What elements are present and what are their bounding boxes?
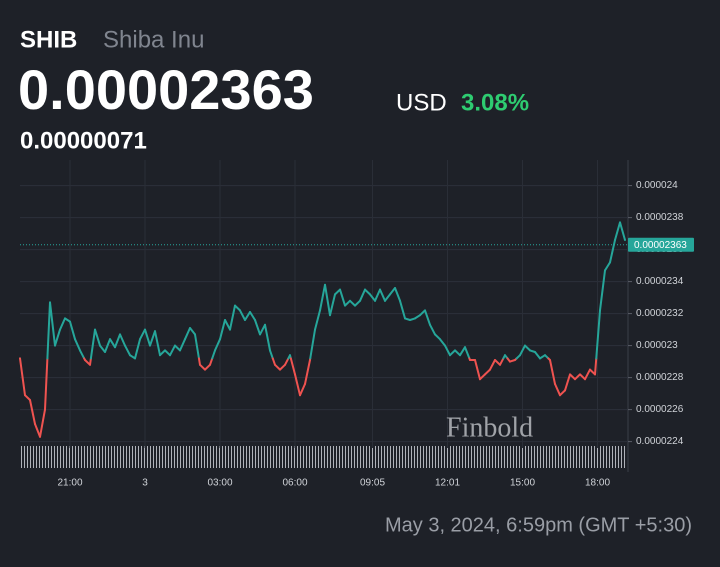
x-tick-label: 18:00	[585, 478, 610, 489]
y-tick-label: 0.000023	[636, 340, 678, 351]
x-tick-label: 3	[142, 478, 148, 489]
x-tick-label: 21:00	[57, 478, 82, 489]
price-label: 0.00002363	[634, 240, 687, 251]
watermark: Finbold	[446, 412, 533, 443]
y-tick-label: 0.0000234	[636, 276, 684, 287]
x-tick-label: 15:00	[510, 478, 535, 489]
y-tick-label: 0.000024	[636, 180, 678, 191]
x-tick-label: 03:00	[207, 478, 232, 489]
y-tick-label: 0.0000224	[636, 436, 684, 447]
currency: USD	[396, 89, 447, 116]
x-tick-label: 06:00	[282, 478, 307, 489]
x-tick-label: 09:05	[360, 478, 385, 489]
change-percent: 3.08%	[461, 89, 529, 116]
y-tick-label: 0.0000228	[636, 372, 684, 383]
y-tick-label: 0.0000232	[636, 308, 684, 319]
line-segment	[595, 358, 596, 374]
price: 0.00002363	[18, 58, 314, 121]
coin-name: Shiba Inu	[103, 26, 204, 53]
y-tick-label: 0.0000226	[636, 404, 684, 415]
volume-bars	[20, 444, 626, 470]
change: 0.00000071	[20, 127, 147, 154]
symbol: SHIB	[20, 26, 77, 53]
x-tick-label: 12:01	[435, 478, 460, 489]
date: May 3, 2024, 6:59pm (GMT +5:30)	[385, 514, 692, 536]
y-tick-label: 0.0000238	[636, 212, 684, 223]
